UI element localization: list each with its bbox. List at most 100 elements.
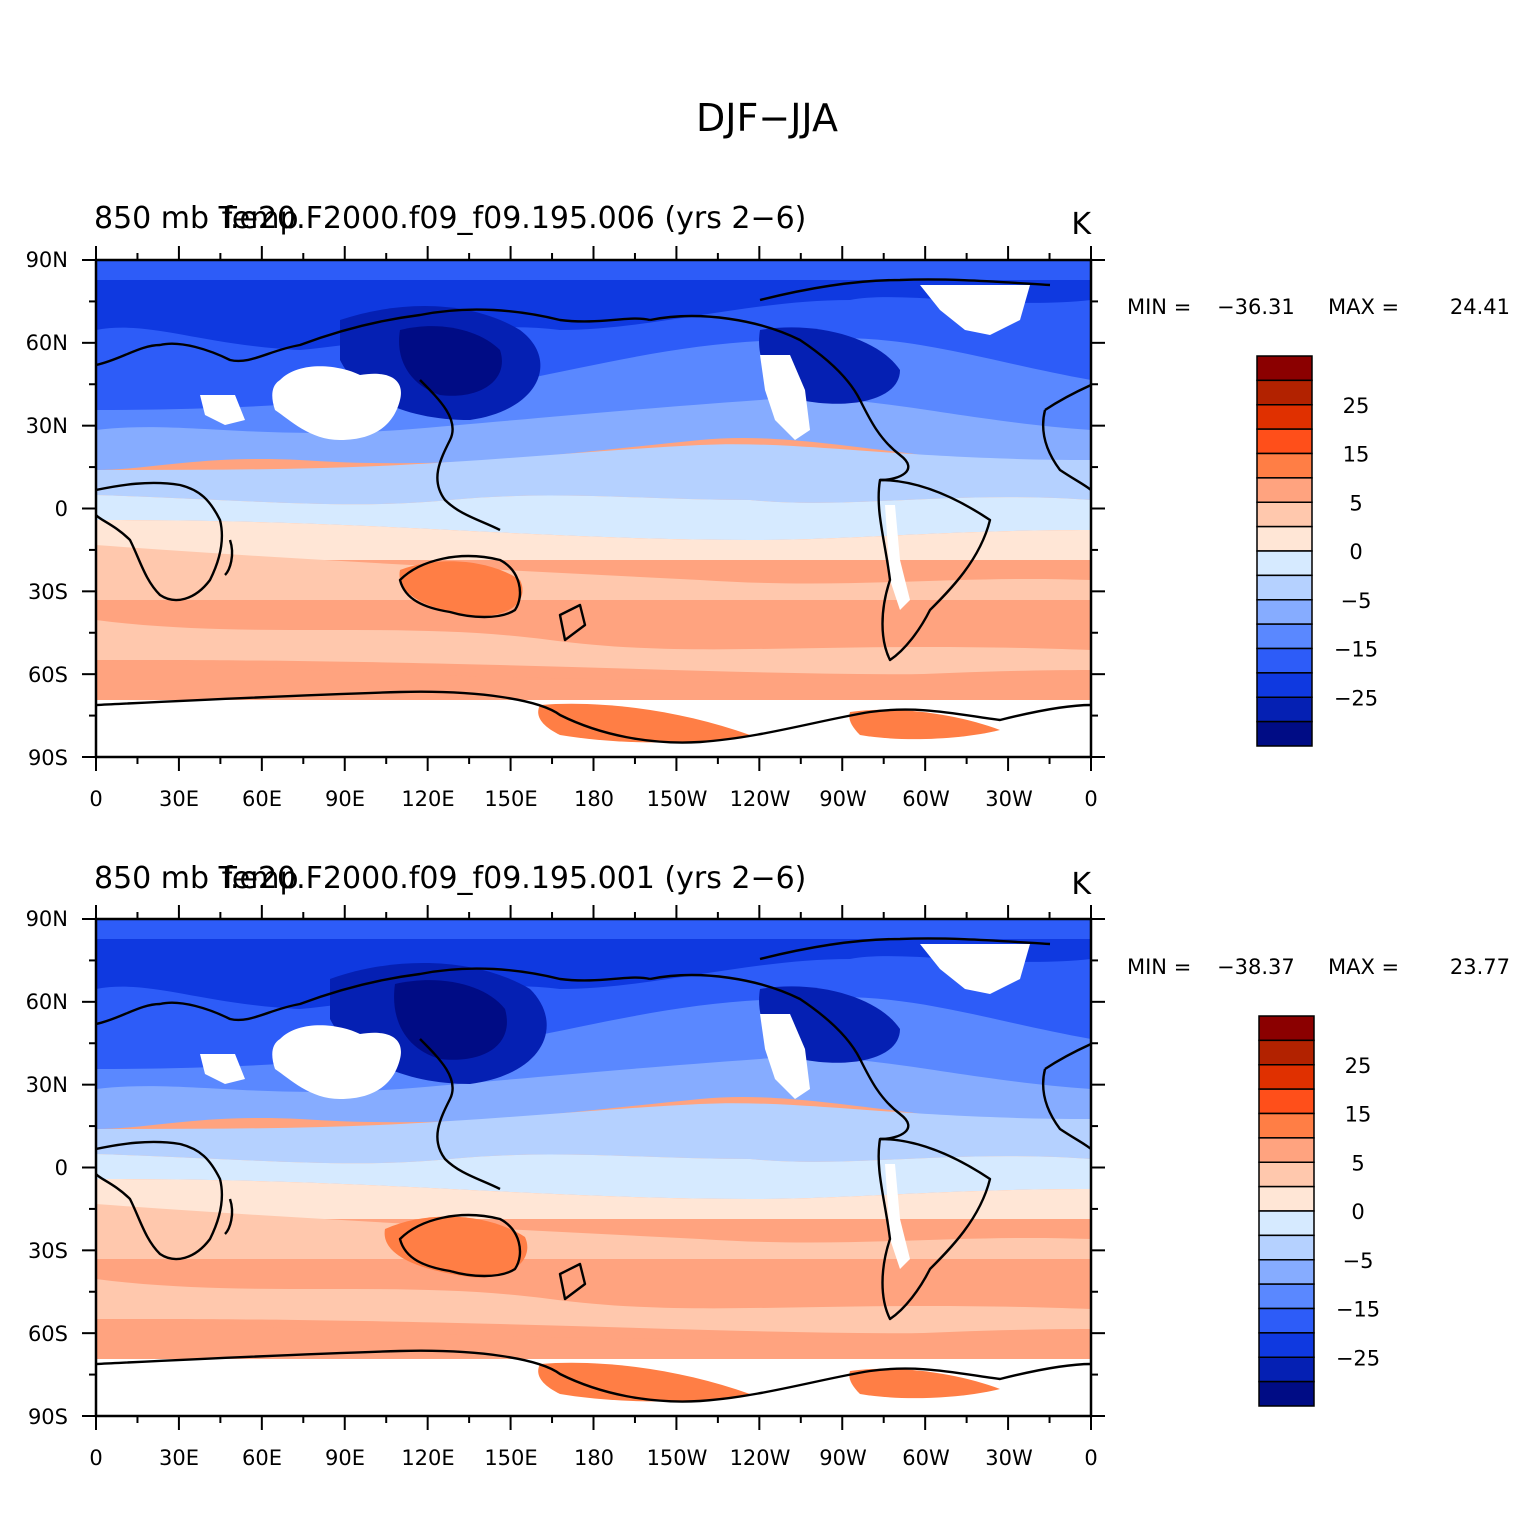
colorbar-label: −25 [1334, 686, 1378, 710]
colorbar-swatch [1258, 1356, 1315, 1383]
colorbar-swatch [1256, 379, 1313, 406]
lon-label: 90E [325, 1446, 365, 1470]
lat-label: 60S [28, 1322, 68, 1346]
lon-label: 180 [574, 1446, 614, 1470]
lat-label: 90N [26, 248, 68, 272]
map-field [94, 917, 1093, 1418]
min-max-readout: MIN = −36.31 MAX = 24.41 [1127, 295, 1510, 319]
panel-bottom: 850 mb Temp f.e20.F2000.f09_f09.195.001 … [26, 861, 1510, 1470]
colorbar-label: −25 [1336, 1346, 1380, 1370]
max-value: 24.41 [1450, 295, 1510, 319]
lon-label: 60W [902, 1446, 950, 1470]
min-value: −38.37 [1217, 955, 1295, 979]
max-label: MAX = [1328, 955, 1399, 979]
colorbar-swatch [1258, 1112, 1315, 1139]
lat-label: 30S [28, 580, 68, 604]
colorbar-swatch [1256, 501, 1313, 528]
lon-label: 30W [985, 787, 1033, 811]
panel-units: K [1071, 207, 1092, 242]
lon-label: 0 [89, 787, 102, 811]
colorbar-label: 0 [1349, 540, 1362, 564]
lat-label: 60N [26, 331, 68, 355]
colorbar: 25 15 5 0 −5 −15 −25 [1258, 1015, 1380, 1407]
colorbar-swatch [1258, 1161, 1315, 1188]
colorbar-swatch [1256, 355, 1313, 382]
colorbar-label: −5 [1341, 589, 1372, 613]
lon-label: 120E [401, 787, 454, 811]
lon-label: 90E [325, 787, 365, 811]
colorbar-label: −15 [1336, 1298, 1380, 1322]
colorbar-swatch [1256, 599, 1313, 625]
max-label: MAX = [1328, 295, 1399, 319]
lat-axis: 90N 60N 30N 0 30S 60S 90S [26, 248, 68, 770]
colorbar-label: 25 [1343, 394, 1370, 418]
colorbar-swatch [1258, 1039, 1315, 1066]
panel-center-title: f.e20.F2000.f09_f09.195.006 (yrs 2−6) [222, 201, 807, 236]
colorbar-label: 5 [1351, 1151, 1364, 1175]
colorbar-swatch [1256, 696, 1313, 723]
lon-label: 150E [484, 787, 537, 811]
colorbar-swatch [1258, 1380, 1315, 1407]
lat-label: 90S [28, 1405, 68, 1429]
panel-center-title: f.e20.F2000.f09_f09.195.001 (yrs 2−6) [222, 861, 807, 896]
panel-left-title: 850 mb Temp [94, 201, 299, 236]
lon-label: 0 [1084, 1446, 1097, 1470]
colorbar-swatch [1256, 647, 1313, 674]
lon-label: 150W [647, 1446, 708, 1470]
lon-label: 0 [1084, 787, 1097, 811]
colorbar-label: 15 [1343, 443, 1370, 467]
lat-label: 60S [28, 663, 68, 687]
colorbar-swatch [1256, 477, 1313, 503]
colorbar-swatch [1258, 1185, 1315, 1212]
colorbar-swatch [1258, 1307, 1315, 1334]
lon-label: 180 [574, 787, 614, 811]
lon-label: 150W [647, 787, 708, 811]
max-value: 23.77 [1450, 955, 1510, 979]
lon-axis: 0 30E 60E 90E 120E 150E 180 150W 120W 90… [89, 1446, 1097, 1470]
lon-label: 60W [902, 787, 950, 811]
lon-label: 30W [985, 1446, 1033, 1470]
lon-label: 150E [484, 1446, 537, 1470]
colorbar-swatch [1258, 1259, 1315, 1285]
min-value: −36.31 [1217, 295, 1295, 319]
lat-label: 30S [28, 1239, 68, 1263]
lat-label: 30N [26, 414, 68, 438]
colorbar-swatch [1258, 1015, 1315, 1042]
colorbar-label: 25 [1345, 1054, 1372, 1078]
colorbar-swatch [1256, 574, 1313, 601]
colorbar-swatch [1258, 1137, 1315, 1163]
lat-label: 0 [55, 497, 68, 521]
colorbar: 25 15 5 0 −5 −15 −25 [1256, 355, 1378, 747]
colorbar-swatch [1256, 720, 1313, 747]
colorbar-swatch [1258, 1234, 1315, 1261]
colorbar-swatch [1258, 1088, 1315, 1115]
lon-label: 0 [89, 1446, 102, 1470]
colorbar-label: 5 [1349, 491, 1362, 515]
lon-label: 120W [730, 1446, 791, 1470]
colorbar-label: −5 [1343, 1249, 1374, 1273]
lon-label: 90W [819, 787, 867, 811]
panel-units: K [1071, 867, 1092, 902]
lon-label: 120W [730, 787, 791, 811]
lon-label: 60E [242, 787, 282, 811]
colorbar-swatch [1258, 1332, 1315, 1358]
axis-ticks [82, 905, 1105, 1430]
colorbar-swatch [1256, 452, 1313, 479]
colorbar-swatch [1256, 404, 1313, 430]
min-label: MIN = [1127, 955, 1191, 979]
lon-label: 60E [242, 1446, 282, 1470]
map-field [94, 258, 1093, 759]
lon-label: 120E [401, 1446, 454, 1470]
axis-ticks [82, 246, 1105, 771]
lon-axis: 0 30E 60E 90E 120E 150E 180 150W 120W 90… [89, 787, 1097, 811]
lon-label: 30E [159, 787, 199, 811]
colorbar-swatch [1256, 672, 1313, 698]
figure-title: DJF−JJA [696, 96, 838, 140]
colorbar-swatch [1256, 525, 1313, 552]
lat-label: 90N [26, 907, 68, 931]
colorbar-swatch [1258, 1064, 1315, 1090]
colorbar-swatch [1258, 1210, 1315, 1237]
colorbar-label: −15 [1334, 638, 1378, 662]
panel-top: 850 mb Temp f.e20.F2000.f09_f09.195.006 … [26, 201, 1510, 811]
